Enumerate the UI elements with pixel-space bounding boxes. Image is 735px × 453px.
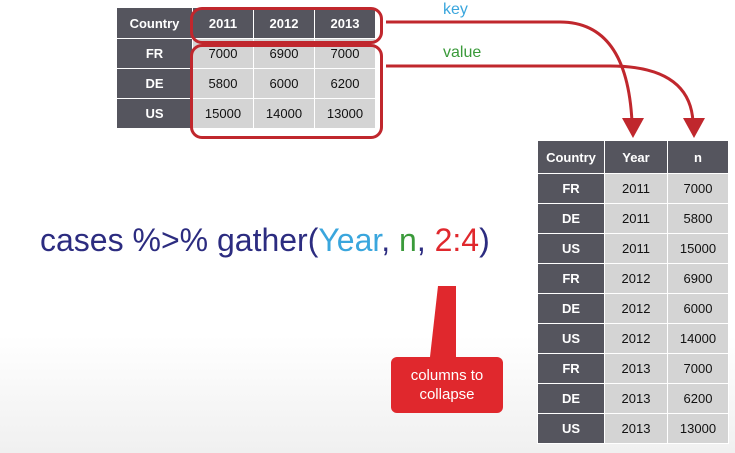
table-cell: 6000 <box>668 294 729 324</box>
code-columns-arg: 2:4 <box>435 222 479 258</box>
table-cell: 15000 <box>668 234 729 264</box>
header-cell: Year <box>605 141 668 174</box>
callout-line: collapse <box>391 385 503 404</box>
row-header-cell: DE <box>538 294 605 324</box>
key-arrowhead <box>622 118 644 138</box>
table-cell: 2012 <box>605 294 668 324</box>
table-row: FR 2012 6900 <box>538 264 729 294</box>
code-value-arg: n <box>399 222 417 258</box>
gather-code: cases %>% gather(Year, n, 2:4) <box>40 222 490 259</box>
code-key-arg: Year <box>318 222 381 258</box>
row-header-cell: DE <box>538 384 605 414</box>
header-cell: Country <box>538 141 605 174</box>
table-cell: 5800 <box>668 204 729 234</box>
code-prefix: cases %>% gather( <box>40 222 318 258</box>
table-cell: 7000 <box>668 354 729 384</box>
callout-pointer <box>430 286 456 357</box>
row-header-cell: FR <box>538 174 605 204</box>
table-row: US 2013 13000 <box>538 414 729 444</box>
row-header-cell: DE <box>538 204 605 234</box>
callout-line: columns to <box>391 366 503 385</box>
table-row: US 2011 15000 <box>538 234 729 264</box>
table-row: DE 2011 5800 <box>538 204 729 234</box>
columns-callout: columns to collapse <box>391 357 503 413</box>
table-row: FR 2013 7000 <box>538 354 729 384</box>
table-cell: 2013 <box>605 414 668 444</box>
row-header-cell: FR <box>538 264 605 294</box>
key-arrow <box>386 22 632 122</box>
table-row: DE 2012 6000 <box>538 294 729 324</box>
code-suffix: ) <box>479 222 490 258</box>
header-cell: n <box>668 141 729 174</box>
table-row: DE 2013 6200 <box>538 384 729 414</box>
row-header-cell: FR <box>538 354 605 384</box>
table-cell: 2011 <box>605 204 668 234</box>
table-cell: 2012 <box>605 324 668 354</box>
code-separator: , <box>417 222 435 258</box>
row-header-cell: US <box>538 324 605 354</box>
table-row: US 2012 14000 <box>538 324 729 354</box>
long-table-header-row: Country Year n <box>538 141 729 174</box>
table-cell: 7000 <box>668 174 729 204</box>
table-cell: 2011 <box>605 174 668 204</box>
row-header-cell: US <box>538 234 605 264</box>
row-header-cell: US <box>538 414 605 444</box>
table-cell: 6200 <box>668 384 729 414</box>
value-arrow <box>386 66 693 122</box>
table-cell: 2013 <box>605 384 668 414</box>
table-cell: 2013 <box>605 354 668 384</box>
table-cell: 2011 <box>605 234 668 264</box>
table-cell: 6900 <box>668 264 729 294</box>
table-cell: 2012 <box>605 264 668 294</box>
table-cell: 14000 <box>668 324 729 354</box>
value-arrowhead <box>683 118 705 138</box>
table-cell: 13000 <box>668 414 729 444</box>
long-table: Country Year n FR 2011 7000 DE 2011 5800… <box>537 140 729 444</box>
code-separator: , <box>381 222 399 258</box>
table-row: FR 2011 7000 <box>538 174 729 204</box>
